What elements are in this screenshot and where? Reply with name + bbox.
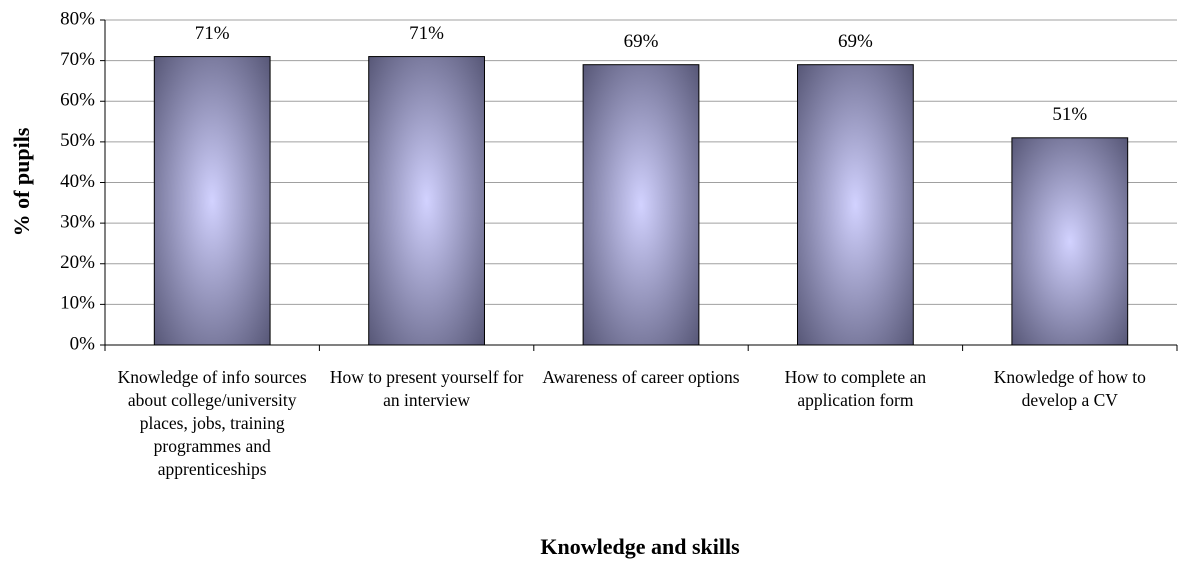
value-label: 71% — [409, 23, 444, 44]
x-tick-label: Awareness of career options — [542, 367, 740, 387]
y-tick-label: 80% — [60, 8, 95, 29]
y-tick-label: 40% — [60, 171, 95, 192]
value-label: 71% — [195, 23, 230, 44]
y-tick-label: 50% — [60, 130, 95, 151]
y-tick-label: 20% — [60, 252, 95, 273]
y-tick-label: 30% — [60, 211, 95, 232]
x-tick-label: How to complete an application form — [784, 367, 927, 410]
y-tick-label: 10% — [60, 293, 95, 314]
bar — [368, 56, 485, 346]
y-tick-label: 60% — [60, 90, 95, 111]
y-tick-label: 70% — [60, 49, 95, 70]
x-tick-label: Knowledge of how to develop a CV — [993, 367, 1146, 410]
bar — [1011, 137, 1129, 346]
bar — [153, 56, 271, 346]
y-axis-title: % of pupils — [9, 127, 34, 237]
x-tick-label: How to present yourself for an interview — [329, 367, 524, 410]
bar — [797, 64, 914, 346]
value-label: 51% — [1052, 104, 1087, 125]
bar — [582, 64, 700, 346]
value-label: 69% — [838, 31, 873, 52]
x-tick-label: Knowledge of info sources about college/… — [117, 367, 307, 479]
x-axis-title: Knowledge and skills — [540, 534, 740, 559]
y-tick-label: 0% — [70, 333, 96, 354]
value-label: 69% — [624, 31, 659, 52]
